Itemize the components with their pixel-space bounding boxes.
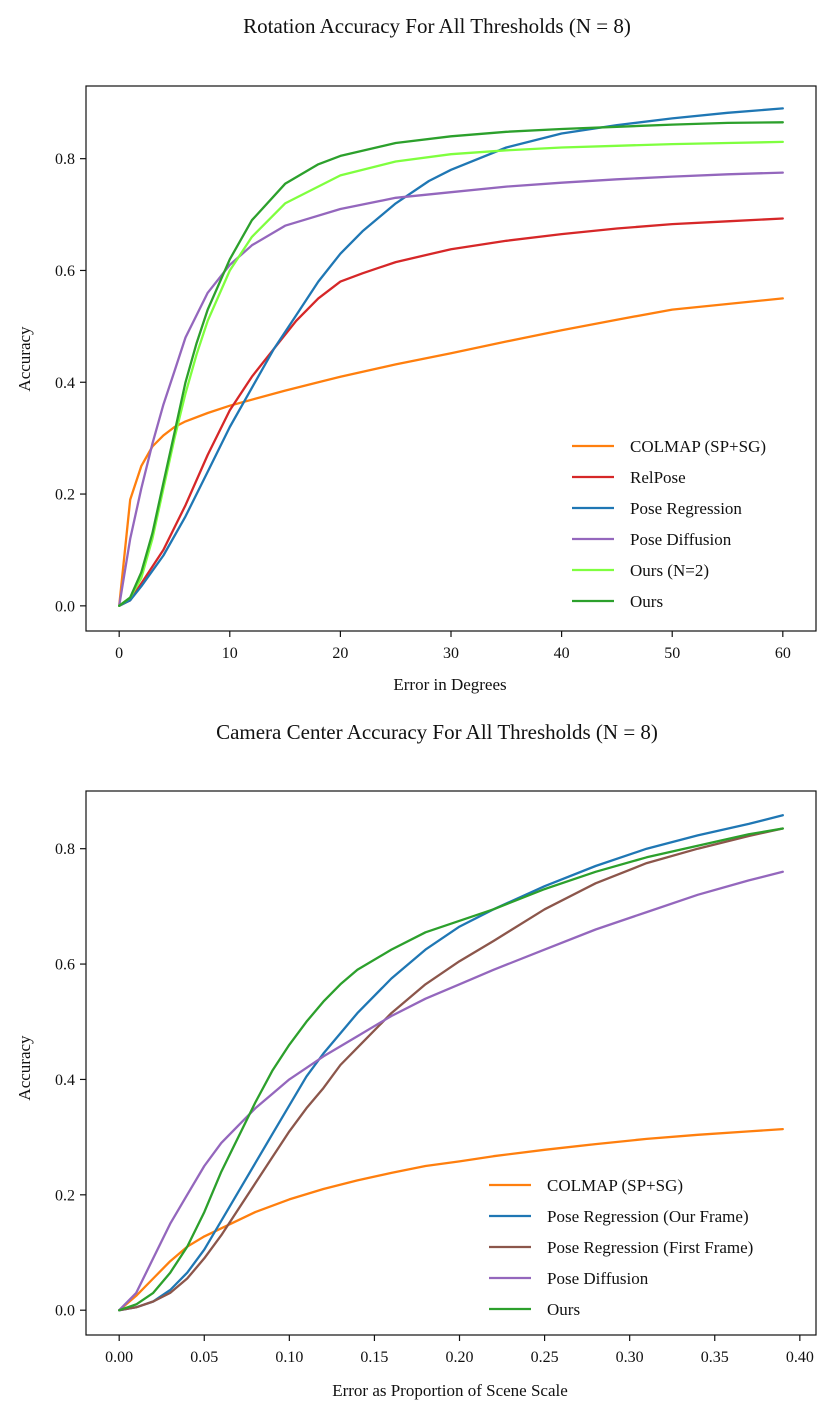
x-tick-label: 0.05	[190, 1349, 218, 1366]
x-tick-label: 50	[664, 645, 680, 662]
y-tick-label: 0.6	[55, 263, 75, 280]
x-tick-label: 20	[332, 645, 348, 662]
x-tick-label: 0.20	[446, 1349, 474, 1366]
series-line-ours	[118, 827, 784, 1312]
series-line-pose-regression	[118, 107, 784, 607]
x-tick-label: 0.30	[616, 1349, 644, 1366]
x-tick-label: 30	[443, 645, 459, 662]
series-line-ours-n-2	[118, 140, 784, 607]
x-tick-label: 0.10	[275, 1349, 303, 1366]
x-tick-label: 0.35	[701, 1349, 729, 1366]
chart-title: Camera Center Accuracy For All Threshold…	[216, 720, 658, 744]
plot-frame	[85, 790, 817, 1336]
legend-label: Pose Diffusion	[630, 530, 732, 549]
chart-title: Rotation Accuracy For All Thresholds (N …	[243, 14, 631, 38]
legend-label: Ours (N=2)	[630, 561, 709, 580]
series-lines	[118, 107, 784, 607]
legend-label: Pose Regression	[630, 499, 742, 518]
legend-label: COLMAP (SP+SG)	[630, 437, 766, 456]
legend: COLMAP (SP+SG) RelPose Pose Regression Pose…	[572, 437, 766, 611]
y-tick-label: 0.2	[55, 487, 75, 504]
y-tick-label: 0.4	[55, 375, 75, 392]
series-line-pose-regression-our-frame	[118, 814, 784, 1312]
y-tick-label: 0.2	[55, 1187, 75, 1204]
legend-label: Ours	[630, 592, 663, 611]
legend-label: Ours	[547, 1300, 580, 1319]
series-line-pose-regression-first-frame	[118, 827, 784, 1312]
series-line-pose-diffusion	[118, 171, 784, 607]
y-tick-label: 0.6	[55, 957, 75, 974]
x-tick-label: 0	[115, 645, 123, 662]
legend-label: Pose Diffusion	[547, 1269, 649, 1288]
x-axis-label: Error as Proportion of Scene Scale	[332, 1381, 568, 1400]
series-line-colmap-sp-sg	[118, 1127, 784, 1312]
legend-label: COLMAP (SP+SG)	[547, 1176, 683, 1195]
x-tick-label: 0.00	[105, 1349, 133, 1366]
y-tick-label: 0.0	[55, 1303, 75, 1320]
legend-label: Pose Regression (First Frame)	[547, 1238, 753, 1257]
x-tick-label: 0.15	[360, 1349, 388, 1366]
legend-label: RelPose	[630, 468, 686, 487]
y-tick-label: 0.0	[55, 598, 75, 615]
x-tick-label: 10	[222, 645, 238, 662]
x-tick-label: 0.25	[531, 1349, 559, 1366]
series-lines	[118, 814, 784, 1312]
camera-center-accuracy-chart: Camera Center Accuracy For All Threshold…	[15, 720, 817, 1400]
x-axis-ticks: 0 10 20 30 40 50 60	[115, 631, 791, 662]
legend: COLMAP (SP+SG) Pose Regression (Our Frame…	[489, 1176, 753, 1319]
x-axis-label: Error in Degrees	[393, 675, 506, 694]
x-tick-label: 40	[554, 645, 570, 662]
legend-label: Pose Regression (Our Frame)	[547, 1207, 749, 1226]
y-tick-label: 0.8	[55, 151, 75, 168]
y-tick-label: 0.8	[55, 841, 75, 858]
rotation-accuracy-chart: Rotation Accuracy For All Thresholds (N …	[15, 14, 817, 694]
x-tick-label: 0.40	[786, 1349, 814, 1366]
series-line-pose-diffusion	[118, 870, 784, 1312]
y-axis-label: Accuracy	[15, 1035, 34, 1101]
series-line-relpose	[118, 217, 784, 607]
y-axis-ticks: 0.0 0.2 0.4 0.6 0.8	[55, 151, 86, 615]
x-tick-label: 60	[775, 645, 791, 662]
x-axis-ticks: 0.00 0.05 0.10 0.15 0.20 0.25 0.30 0.35 0.40	[105, 1335, 814, 1366]
y-axis-ticks: 0.0 0.2 0.4 0.6 0.8	[55, 841, 86, 1320]
y-axis-label: Accuracy	[15, 326, 34, 392]
series-line-ours	[118, 121, 784, 607]
y-tick-label: 0.4	[55, 1072, 75, 1089]
